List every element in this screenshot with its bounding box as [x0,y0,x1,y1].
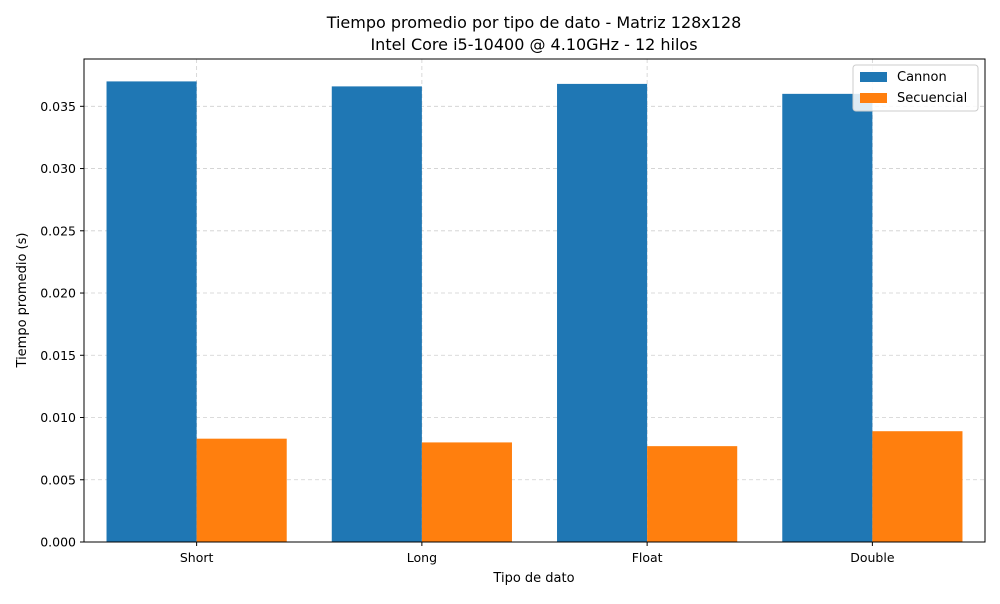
y-tick-label: 0.020 [40,286,76,301]
y-tick-label: 0.015 [40,348,76,363]
y-tick-label: 0.035 [40,99,76,114]
bar-cannon-short [106,81,197,542]
y-tick-label: 0.030 [40,161,76,176]
y-axis: 0.000 0.005 0.010 0.015 0.020 0.025 0.030 0.035 [40,99,84,550]
bar-cannon-long [331,86,422,542]
bar-secuencial-long [421,442,512,542]
x-tick-label: Long [407,550,437,565]
bar-cannon-float [557,83,648,542]
chart-title: Tiempo promedio por tipo de dato - Matri… [326,13,742,32]
y-tick-label: 0.005 [40,472,76,487]
bar-secuencial-short [196,438,287,542]
y-axis-label: Tiempo promedio (s) [15,233,30,369]
bar-secuencial-double [872,431,963,542]
bars-layer [106,81,963,543]
bar-cannon-double [782,93,873,543]
x-tick-label: Short [180,550,214,565]
x-tick-label: Double [850,550,895,565]
legend-swatch-cannon [860,72,887,82]
legend: Cannon Secuencial [852,64,979,112]
x-tick-label: Float [632,550,663,565]
plot-frame [83,58,986,543]
legend-swatch-secuencial [860,93,887,103]
legend-label-cannon: Cannon [897,70,947,85]
y-tick-label: 0.000 [40,535,76,550]
y-tick-label: 0.025 [40,223,76,238]
y-tick-label: 0.010 [40,410,76,425]
x-axis-label: Tipo de dato [492,571,574,586]
chart-subtitle: Intel Core i5-10400 @ 4.10GHz - 12 hilos [370,35,697,54]
legend-label-secuencial: Secuencial [897,91,967,106]
bar-secuencial-float [647,446,738,542]
x-axis: Short Long Float Double [180,542,895,565]
